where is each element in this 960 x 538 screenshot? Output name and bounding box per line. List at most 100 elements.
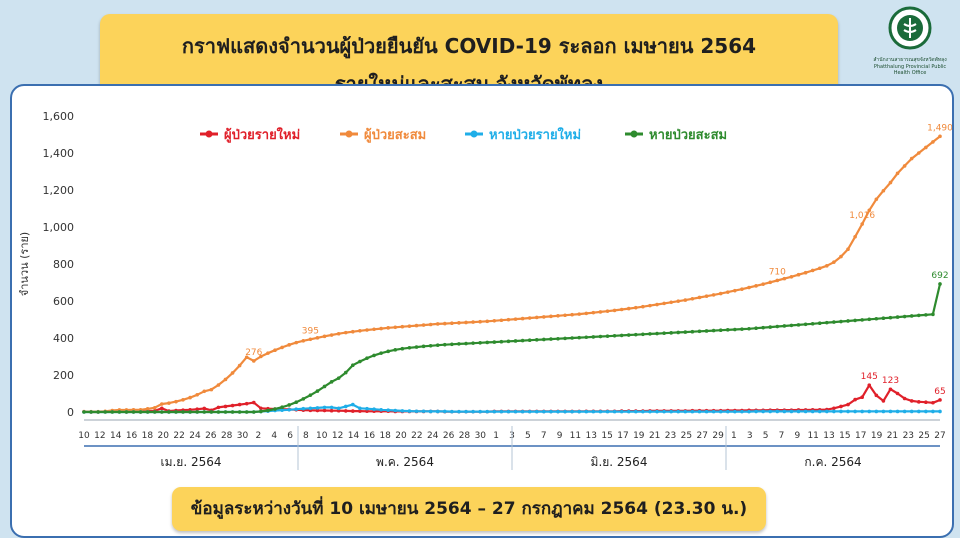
- data-point-new_recovered: [407, 409, 412, 413]
- data-point-cumulative_recovered: [782, 324, 787, 328]
- data-point-cumulative_recovered: [259, 409, 263, 414]
- data-point-new_cases: [924, 400, 928, 404]
- x-tick-label: 13: [586, 431, 597, 441]
- data-point-new_recovered: [527, 409, 532, 414]
- data-point-cumulative_cases: [358, 328, 362, 333]
- data-point-new_recovered: [471, 409, 475, 414]
- data-point-new_cases: [223, 404, 228, 409]
- data-point-new_recovered: [669, 409, 673, 414]
- data-point-cumulative_cases: [775, 278, 780, 283]
- data-point-cumulative_cases: [421, 323, 426, 327]
- legend-label: หายป่วยสะสม: [649, 128, 727, 143]
- data-point-new_recovered: [704, 409, 709, 414]
- data-point-cumulative_cases: [860, 222, 864, 226]
- data-point-cumulative_cases: [718, 291, 723, 296]
- data-point-cumulative_recovered: [704, 329, 709, 333]
- data-point-new_recovered: [733, 409, 737, 414]
- logo-caption-en: Phatthalung Provincial Public Health Off…: [873, 64, 947, 76]
- data-point-cumulative_cases: [520, 316, 525, 321]
- x-tick-label: 15: [839, 431, 850, 441]
- data-label: 123: [882, 376, 899, 386]
- data-point-cumulative_recovered: [740, 327, 744, 331]
- data-point-cumulative_cases: [365, 328, 369, 332]
- data-point-cumulative_recovered: [237, 410, 242, 414]
- data-point-cumulative_cases: [343, 330, 348, 335]
- data-point-cumulative_recovered: [846, 319, 850, 323]
- data-point-cumulative_recovered: [683, 330, 688, 334]
- data-point-cumulative_cases: [626, 306, 631, 311]
- data-point-cumulative_recovered: [280, 405, 284, 409]
- data-point-cumulative_recovered: [82, 410, 86, 414]
- data-label: 395: [302, 326, 319, 336]
- data-point-cumulative_cases: [881, 188, 886, 193]
- y-tick-label: 600: [53, 295, 74, 308]
- data-point-new_recovered: [860, 409, 864, 414]
- x-tick-label: 9: [557, 431, 563, 441]
- data-point-new_recovered: [605, 409, 610, 414]
- x-tick-label: 26: [205, 431, 217, 441]
- data-point-cumulative_cases: [237, 363, 242, 368]
- data-point-cumulative_recovered: [909, 314, 914, 318]
- data-point-new_recovered: [725, 409, 730, 414]
- data-point-new_cases: [216, 405, 221, 410]
- data-point-cumulative_cases: [761, 282, 765, 286]
- data-point-cumulative_recovered: [867, 317, 872, 322]
- data-point-cumulative_recovered: [223, 410, 228, 414]
- data-point-new_cases: [329, 408, 334, 413]
- x-tick-label: 12: [332, 431, 343, 441]
- data-point-cumulative_recovered: [711, 328, 716, 333]
- data-point-cumulative_recovered: [938, 282, 942, 286]
- x-tick-label: 20: [395, 431, 407, 441]
- data-point-new_recovered: [938, 409, 942, 414]
- data-point-new_recovered: [612, 409, 617, 414]
- x-tick-label: 21: [887, 431, 898, 441]
- data-point-cumulative_cases: [414, 323, 419, 328]
- x-tick-label: 25: [681, 431, 692, 441]
- data-point-cumulative_recovered: [584, 335, 589, 340]
- data-point-cumulative_cases: [563, 313, 567, 318]
- data-point-new_recovered: [662, 409, 666, 414]
- x-tick-label: 11: [807, 431, 818, 441]
- data-point-cumulative_recovered: [718, 328, 723, 333]
- data-point-new_cases: [244, 401, 249, 406]
- data-point-new_recovered: [598, 409, 603, 414]
- data-point-cumulative_cases: [160, 402, 164, 406]
- data-point-new_cases: [351, 409, 355, 413]
- x-tick-label: 26: [443, 431, 455, 441]
- data-point-cumulative_recovered: [464, 341, 468, 346]
- data-point-cumulative_cases: [506, 317, 511, 322]
- data-point-cumulative_cases: [492, 318, 497, 323]
- data-point-cumulative_recovered: [421, 344, 426, 349]
- data-point-cumulative_recovered: [315, 389, 320, 393]
- y-tick-label: 1,000: [43, 221, 75, 234]
- data-point-new_recovered: [563, 409, 567, 414]
- data-point-new_recovered: [329, 405, 334, 410]
- x-tick-label: 1: [731, 431, 737, 441]
- data-point-cumulative_recovered: [888, 315, 893, 320]
- x-tick-label: 25: [918, 431, 929, 441]
- data-period-note: ข้อมูลระหว่างวันที่ 10 เมษายน 2564 – 27 …: [172, 487, 766, 531]
- data-point-cumulative_recovered: [591, 335, 596, 339]
- data-point-new_recovered: [520, 409, 525, 414]
- data-point-cumulative_cases: [704, 294, 709, 298]
- data-point-new_recovered: [648, 409, 652, 414]
- data-point-new_cases: [846, 402, 850, 407]
- data-point-new_recovered: [584, 409, 589, 414]
- legend-marker: [630, 130, 638, 138]
- data-point-cumulative_cases: [768, 280, 773, 285]
- data-point-new_cases: [867, 383, 872, 387]
- x-tick-label: 3: [747, 431, 753, 441]
- x-tick-label: 14: [348, 431, 360, 441]
- data-point-new_recovered: [924, 409, 928, 414]
- y-tick-label: 1,600: [43, 110, 75, 123]
- data-point-cumulative_cases: [457, 321, 461, 325]
- series-line-cumulative_recovered: [84, 283, 942, 414]
- data-point-cumulative_cases: [931, 140, 935, 144]
- data-point-cumulative_cases: [924, 145, 928, 150]
- data-point-new_cases: [931, 400, 935, 405]
- data-point-cumulative_recovered: [563, 336, 567, 341]
- data-point-cumulative_recovered: [570, 336, 574, 340]
- x-tick-label: 30: [237, 431, 249, 441]
- data-point-new_cases: [202, 406, 207, 411]
- data-point-cumulative_cases: [230, 371, 235, 375]
